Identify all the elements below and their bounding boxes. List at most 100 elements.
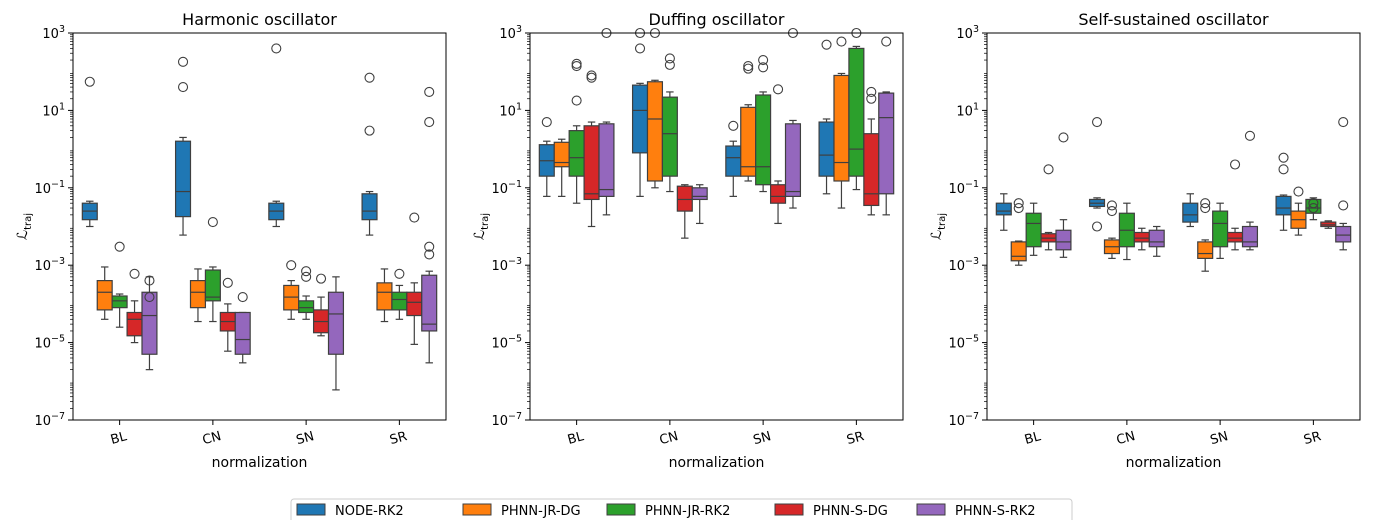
box-phnn-s-dg-bl [583,70,600,228]
chart-title: Duffing oscillator [648,10,784,29]
box-phnn-s-dg-bl [1040,164,1057,251]
y-tick-label: 10−3 [948,256,979,274]
outlier-point [129,268,140,279]
box-phnn-jr-rk2-cn [661,53,678,193]
chart-panel-1: Harmonic oscillator 103 101 10−1 10−3 10−5 10−… [15,10,447,471]
box-phnn-jr-dg-sn [740,60,757,182]
y-tick-label: 10−7 [491,411,522,429]
outlier-point [634,43,646,54]
legend-label: NODE-RK2 [335,504,404,519]
box-phnn-s-dg-cn [219,277,236,352]
box-phnn-jr-dg-sr [833,36,850,209]
legend-label: PHNN-JR-DG [501,504,581,519]
box-phnn-jr-dg-cn [646,27,664,189]
box-body [189,280,207,309]
box-body [1320,221,1337,228]
legend-label: PHNN-S-RK2 [955,504,1036,519]
box-phnn-s-dg-sr [863,86,880,216]
box-phnn-s-dg-cn [676,184,693,239]
outlier-point [1043,164,1054,175]
box-phnn-jr-dg-bl [96,266,113,320]
axes-frame [986,32,1361,421]
box-phnn-s-dg-sn [1226,159,1244,251]
box-body [96,280,113,311]
box-phnn-jr-dg-cn [189,268,207,323]
y-tick-label: 103 [499,24,522,42]
axes-frame [529,32,904,421]
box-body [376,282,393,311]
outlier-point [424,241,435,252]
outlier-point [177,82,189,93]
box-body [1226,231,1244,243]
box-node-rk2-bl [995,193,1012,231]
outlier-point [144,275,155,286]
box-body [848,47,865,177]
box-phnn-s-rk2-bl [598,27,615,216]
legend: NODE-RK2 PHNN-JR-DG PHNN-JR-RK2 PHNN-S-DG PH… [290,498,1073,524]
box-phnn-jr-dg-bl [553,138,570,197]
outlier-point [207,217,218,228]
y-tick-label: 10−1 [948,179,979,197]
box-node-rk2-sr [1275,152,1292,231]
outlier-point [315,273,327,284]
chart-title: Self-sustained oscillator [1078,10,1269,29]
box-body [1305,198,1322,214]
box-node-rk2-sr [361,72,378,236]
box-phnn-s-rk2-sn [327,276,345,391]
box-phnn-jr-dg-sn [283,260,300,320]
box-node-rk2-bl [538,116,555,197]
box-body [568,130,585,177]
outlier-point [1091,116,1103,128]
outlier-point [664,53,675,64]
box-phnn-s-rk2-cn [1148,225,1165,257]
outlier-point [1106,200,1118,211]
box-phnn-jr-rk2-sn [1212,202,1229,259]
legend-item-phnn-jr-dg: PHNN-JR-DG [462,503,581,519]
box-body [631,84,649,154]
box-body [126,311,143,337]
x-axis-label: normalization [1126,455,1222,471]
outlier-point [1308,198,1319,209]
x-tick-label: SR [845,429,866,448]
box-body [863,133,880,207]
y-axis-ticks: 103 101 10−1 10−3 10−5 10−7 [491,24,530,429]
box-body [646,81,664,182]
box-body [1197,241,1214,259]
outlier-point [758,62,769,73]
box-phnn-jr-rk2-bl [1025,202,1042,256]
y-axis-ticks: 103 101 10−1 10−3 10−5 10−7 [948,24,987,429]
box-phnn-s-dg-sn [312,273,330,337]
box-body [784,123,802,197]
legend-swatch [296,503,326,516]
axes-frame [72,32,447,421]
x-tick-label: BL [566,429,586,448]
box-body [1133,231,1150,243]
box-node-rk2-bl [81,76,98,228]
box-body [1025,212,1042,248]
box-body [234,311,251,355]
box-body [725,145,742,177]
box-phnn-jr-rk2-cn [1118,202,1135,261]
box-phnn-s-rk2-sr [1335,116,1352,251]
box-phnn-s-dg-sn [769,84,787,225]
outlier-point [743,63,754,74]
outlier-point [222,277,233,288]
y-tick-label: 10−7 [34,411,65,429]
outlier-point [571,60,582,72]
outlier-point [664,59,675,70]
outlier-point [743,60,754,72]
box-body [691,187,708,201]
x-tick-label: BL [109,429,129,448]
outlier-point [424,86,435,97]
x-axis-label: normalization [212,455,308,471]
box-phnn-s-rk2-bl [141,275,158,371]
outlier-point [301,266,312,277]
y-axis-label: ℒtraj [15,213,34,240]
box-phnn-s-dg-bl [126,268,143,344]
y-tick-label: 10−3 [491,256,522,274]
box-phnn-jr-dg-bl [1010,198,1027,266]
legend-swatch [774,503,804,516]
x-tick-label: SR [1302,429,1323,448]
outlier-point [237,292,248,303]
